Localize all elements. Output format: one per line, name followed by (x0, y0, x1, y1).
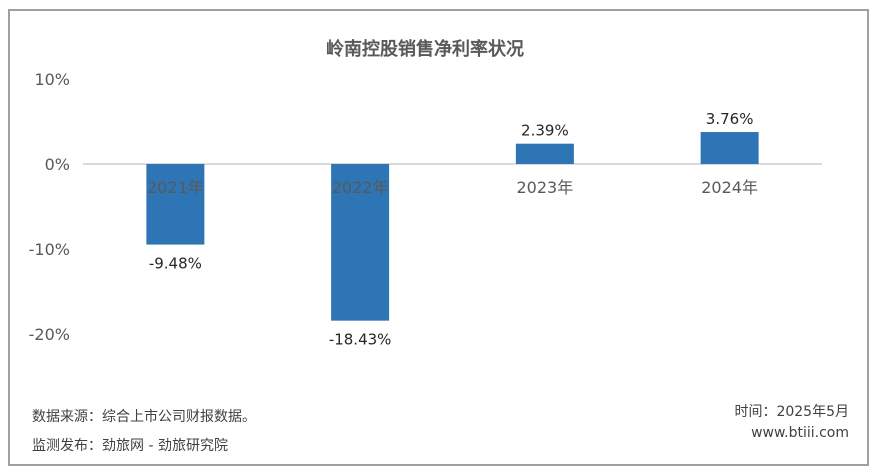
website-note: www.btiii.com (751, 425, 849, 441)
x-tick-label: 2021年 (147, 178, 204, 197)
source-note: 数据来源：综合上市公司财报数据。 (32, 409, 256, 425)
data-label: 2.39% (521, 122, 569, 140)
x-tick-label: 2024年 (701, 178, 758, 197)
publisher-note: 监测发布：劲旅网 - 劲旅研究院 (32, 438, 228, 454)
date-note: 时间：2025年5月 (734, 404, 849, 420)
data-label: -18.43% (329, 331, 392, 349)
x-tick-label: 2023年 (517, 178, 574, 197)
x-tick-label: 2022年 (332, 178, 389, 197)
bar (331, 164, 390, 321)
data-label: 3.76% (706, 110, 754, 128)
y-tick-label: -20% (29, 325, 70, 344)
bar (515, 143, 574, 164)
data-label: -9.48% (149, 255, 202, 273)
y-tick-label: 0% (45, 155, 70, 174)
chart-frame (8, 9, 869, 466)
y-tick-label: -10% (29, 240, 70, 259)
bar (700, 132, 759, 164)
bar (146, 164, 205, 245)
chart-title: 岭南控股销售净利率状况 (326, 38, 524, 60)
y-tick-label: 10% (34, 70, 70, 89)
